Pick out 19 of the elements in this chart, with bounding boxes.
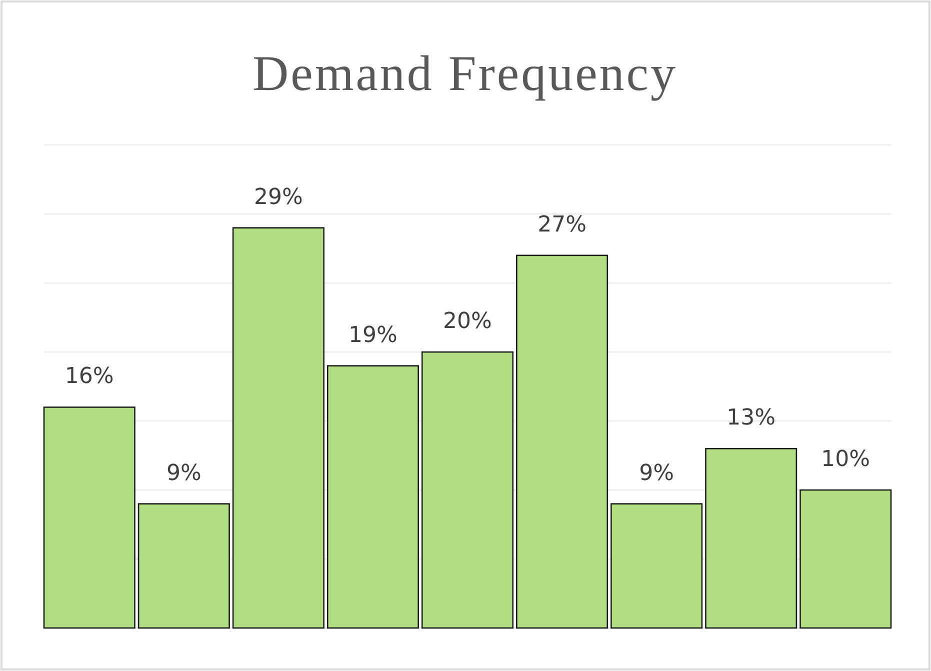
data-label: 9%: [639, 460, 674, 486]
bar: [326, 365, 419, 629]
data-label: 13%: [726, 406, 776, 431]
bar: [705, 448, 798, 629]
bar: [138, 503, 230, 629]
data-label: 16%: [64, 364, 114, 390]
data-label: 9%: [166, 460, 202, 486]
bar: [516, 254, 608, 629]
data-label: 27%: [538, 212, 586, 238]
bar: [421, 351, 514, 629]
data-label: 10%: [821, 447, 870, 472]
bar: [800, 489, 892, 629]
data-label: 19%: [348, 322, 398, 348]
bar: [610, 503, 703, 629]
data-label: 20%: [443, 309, 492, 334]
bar: [232, 227, 324, 629]
chart-title: Demand Frequency: [252, 45, 678, 101]
bar: [43, 406, 136, 629]
data-label: 29%: [254, 184, 303, 210]
